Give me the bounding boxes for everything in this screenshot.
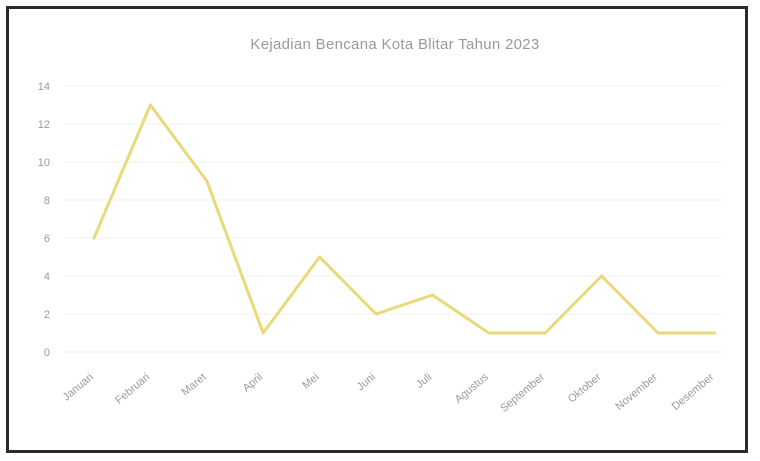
data-point xyxy=(487,331,491,335)
data-point xyxy=(656,331,660,335)
x-tick-label: Maret xyxy=(179,371,208,398)
data-point xyxy=(92,236,96,240)
x-tick-label: Februari xyxy=(113,371,152,407)
x-tick-label: September xyxy=(498,371,547,415)
chart-frame xyxy=(6,6,748,453)
x-tick-label: Agustus xyxy=(453,371,492,406)
data-point xyxy=(600,274,604,278)
data-point xyxy=(148,103,152,107)
data-point xyxy=(430,293,434,297)
data-point xyxy=(374,312,378,316)
y-tick-label: 12 xyxy=(38,119,50,131)
x-tick-label: Oktober xyxy=(566,371,604,406)
data-point xyxy=(712,331,716,335)
y-tick-label: 0 xyxy=(44,347,50,359)
data-point xyxy=(205,179,209,183)
data-point xyxy=(543,331,547,335)
x-tick-label: Juli xyxy=(414,371,434,391)
x-tick-label: Desember xyxy=(670,371,717,413)
y-tick-label: 14 xyxy=(38,81,50,93)
x-tick-label: November xyxy=(613,371,660,413)
y-tick-label: 6 xyxy=(44,233,50,245)
x-tick-label: Mei xyxy=(300,371,321,392)
y-tick-label: 2 xyxy=(44,309,50,321)
x-tick-label: Juni xyxy=(355,371,378,393)
data-point xyxy=(318,255,322,259)
y-tick-label: 8 xyxy=(44,195,50,207)
x-tick-label: Januari xyxy=(61,371,96,403)
chart-title: Kejadian Bencana Kota Blitar Tahun 2023 xyxy=(250,36,540,53)
y-tick-label: 4 xyxy=(44,271,50,283)
series-line xyxy=(92,103,716,335)
data-point xyxy=(261,331,265,335)
x-tick-label: April xyxy=(241,371,266,394)
y-tick-label: 10 xyxy=(38,157,50,169)
